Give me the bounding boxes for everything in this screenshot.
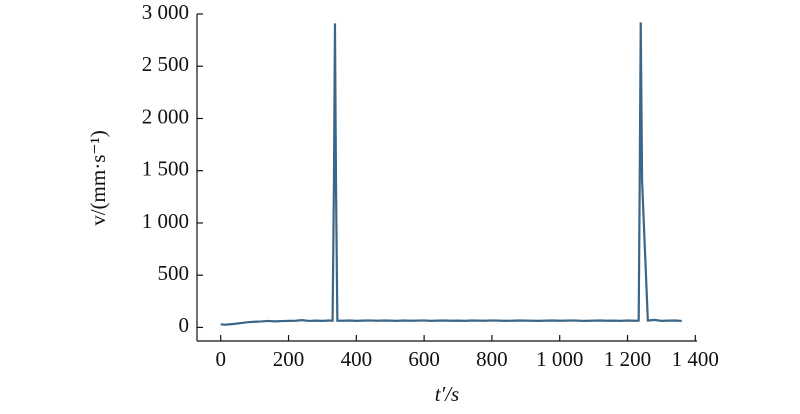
x-tick-label: 600	[408, 347, 440, 371]
x-tick-label: 800	[476, 347, 508, 371]
x-tick-label: 200	[273, 347, 305, 371]
x-tick-label: 1 400	[672, 347, 719, 371]
y-axis-label: v/(mm·s⁻¹)	[86, 130, 110, 226]
x-tick-label: 400	[341, 347, 373, 371]
x-tick-label: 0	[215, 347, 226, 371]
y-tick-label: 1 000	[142, 209, 189, 233]
y-tick-label: 2 500	[142, 52, 189, 76]
y-tick-label: 1 500	[142, 157, 189, 181]
y-tick-label: 0	[179, 313, 190, 337]
x-axis-label: t′/s	[435, 382, 459, 406]
x-tick-label: 1 200	[604, 347, 651, 371]
y-tick-label: 2 000	[142, 104, 189, 128]
x-tick-label: 1 000	[536, 347, 583, 371]
series-line	[220, 22, 682, 326]
y-tick-label: 500	[158, 261, 190, 285]
y-tick-label: 3 000	[142, 0, 189, 24]
